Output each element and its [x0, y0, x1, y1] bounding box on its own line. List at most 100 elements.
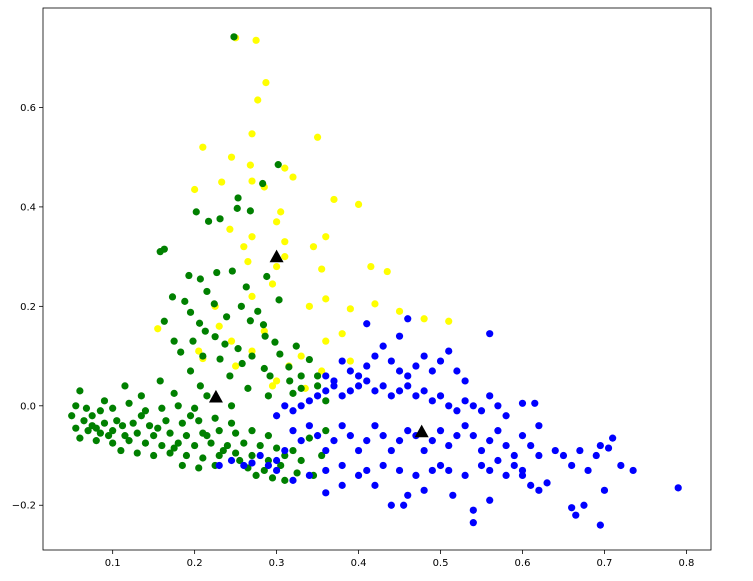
data-point: [428, 437, 436, 445]
data-point: [232, 362, 240, 370]
x-tick-label: 0.6: [515, 558, 531, 569]
data-point: [281, 402, 289, 410]
data-point: [264, 392, 272, 400]
data-point: [445, 402, 453, 410]
data-point: [160, 317, 168, 325]
data-point: [461, 471, 469, 480]
data-point: [596, 441, 604, 450]
data-point: [436, 357, 445, 365]
data-point: [199, 143, 207, 151]
data-point: [338, 461, 346, 470]
data-point: [363, 320, 371, 328]
data-point: [305, 355, 313, 364]
data-point: [195, 417, 203, 425]
data-point: [113, 417, 121, 425]
data-point: [322, 466, 330, 475]
data-point: [248, 130, 256, 138]
data-point: [461, 422, 469, 430]
data-point: [305, 397, 313, 405]
data-point: [436, 427, 445, 435]
data-point: [195, 319, 204, 327]
x-axis: 0.1 0.2 0.3 0.4 0.5 0.6 0.7 0.8: [105, 550, 694, 569]
data-point: [420, 446, 428, 455]
data-point: [297, 402, 305, 410]
data-point: [600, 486, 609, 494]
data-point: [215, 461, 223, 470]
data-point: [371, 387, 379, 395]
data-point: [412, 471, 420, 480]
data-point: [133, 429, 141, 437]
data-point: [322, 387, 330, 395]
centroid-layer: [208, 249, 429, 438]
data-point: [156, 377, 164, 385]
data-point: [494, 456, 502, 465]
data-point: [305, 434, 313, 442]
data-point: [248, 451, 256, 460]
data-point: [215, 322, 223, 330]
data-point: [543, 479, 551, 487]
data-point: [232, 429, 240, 437]
data-point: [400, 501, 408, 509]
data-point: [238, 359, 246, 368]
data-point: [604, 444, 613, 452]
centroid-marker: [414, 424, 429, 438]
data-point: [275, 296, 283, 304]
data-point: [230, 33, 238, 41]
data-point: [259, 179, 267, 188]
data-point: [254, 96, 262, 104]
data-point: [88, 412, 96, 420]
data-point: [191, 185, 199, 194]
data-point: [181, 297, 189, 305]
x-tick-label: 0.8: [678, 558, 694, 569]
data-point: [404, 491, 412, 499]
data-point: [617, 461, 625, 470]
data-point: [572, 511, 580, 519]
data-point: [297, 372, 305, 380]
data-point: [252, 471, 260, 480]
data-point: [469, 402, 477, 410]
data-point: [518, 399, 527, 407]
data-point: [305, 422, 313, 430]
data-point: [178, 461, 186, 470]
data-point: [322, 295, 330, 303]
data-point: [502, 441, 510, 450]
data-point: [313, 392, 322, 400]
data-point: [259, 321, 268, 329]
data-point: [313, 382, 322, 390]
data-point: [367, 262, 375, 271]
data-point: [297, 456, 305, 465]
data-point: [201, 327, 209, 335]
data-point: [322, 337, 330, 345]
data-point: [404, 382, 412, 390]
data-point: [445, 347, 453, 355]
data-point: [223, 441, 232, 450]
data-point: [297, 384, 305, 392]
data-point: [276, 350, 284, 358]
data-point: [313, 372, 322, 380]
data-point: [195, 347, 203, 355]
data-point: [246, 161, 254, 169]
data-point: [461, 377, 469, 385]
data-point: [518, 471, 527, 480]
data-point: [204, 217, 213, 225]
data-point: [305, 302, 313, 310]
data-point: [215, 427, 223, 435]
data-point: [186, 367, 195, 375]
data-point: [121, 432, 129, 440]
data-point: [330, 382, 338, 390]
data-point: [195, 464, 203, 472]
data-point: [281, 253, 289, 261]
data-point: [338, 357, 346, 365]
y-tick-label: 0.2: [20, 302, 36, 313]
data-point: [166, 429, 174, 437]
data-point: [109, 404, 117, 412]
data-point: [137, 412, 145, 420]
data-point: [453, 367, 461, 375]
data-point: [68, 412, 76, 420]
data-point: [240, 439, 248, 447]
data-point: [154, 325, 162, 333]
data-point: [154, 424, 162, 432]
data-point: [281, 238, 289, 246]
data-point: [330, 195, 338, 204]
